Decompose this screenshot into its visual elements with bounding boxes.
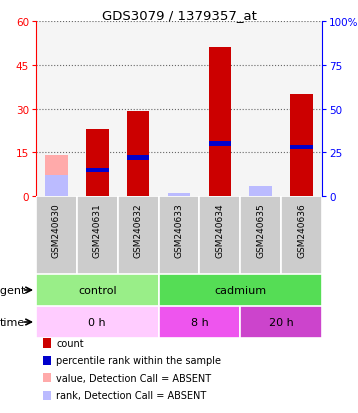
Bar [127, 112, 149, 197]
Text: 20 h: 20 h [269, 317, 294, 327]
Bar [45, 156, 68, 197]
Bar [159, 197, 199, 274]
Text: rank, Detection Call = ABSENT: rank, Detection Call = ABSENT [57, 390, 207, 400]
Text: GSM240630: GSM240630 [52, 203, 61, 257]
Bar [281, 197, 322, 274]
Text: GSM240634: GSM240634 [216, 203, 224, 257]
Bar [290, 145, 313, 150]
Bar [45, 176, 68, 197]
Bar [159, 306, 240, 338]
Bar [209, 142, 231, 146]
Bar [209, 48, 231, 197]
Bar [290, 95, 313, 197]
Text: time: time [0, 317, 25, 327]
Text: GSM240635: GSM240635 [256, 203, 265, 257]
Bar [36, 197, 77, 274]
Bar [86, 168, 108, 173]
Text: count: count [57, 338, 84, 348]
Text: GSM240632: GSM240632 [134, 203, 142, 257]
Text: GSM240636: GSM240636 [297, 203, 306, 257]
Text: GSM240631: GSM240631 [93, 203, 102, 257]
Text: agent: agent [0, 285, 25, 295]
Bar [86, 130, 108, 197]
Bar [159, 274, 322, 306]
Bar [240, 197, 281, 274]
Bar [250, 186, 272, 197]
Bar [127, 156, 149, 160]
Text: cadmium: cadmium [214, 285, 266, 295]
Text: 8 h: 8 h [190, 317, 208, 327]
Bar [118, 197, 159, 274]
Bar [240, 306, 322, 338]
Bar [36, 274, 159, 306]
Text: GSM240633: GSM240633 [174, 203, 184, 257]
Bar [36, 306, 159, 338]
Text: GDS3079 / 1379357_at: GDS3079 / 1379357_at [102, 9, 256, 22]
Text: percentile rank within the sample: percentile rank within the sample [57, 356, 221, 366]
Text: control: control [78, 285, 117, 295]
Bar [168, 193, 190, 197]
Bar [77, 197, 118, 274]
Bar [199, 197, 240, 274]
Text: 0 h: 0 h [88, 317, 106, 327]
Text: value, Detection Call = ABSENT: value, Detection Call = ABSENT [57, 373, 212, 383]
